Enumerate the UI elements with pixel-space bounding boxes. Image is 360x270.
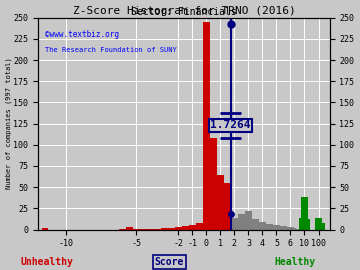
Bar [175,227,182,230]
Bar [301,197,308,230]
Bar [296,229,302,230]
Bar [273,225,280,229]
Bar [245,211,252,230]
Bar [168,228,175,230]
Bar [319,223,325,230]
Text: ©www.textbiz.org: ©www.textbiz.org [45,31,120,39]
Bar [300,218,306,230]
Bar [203,22,210,230]
Text: Score: Score [154,257,184,267]
Bar [161,228,168,230]
Title: Z-Score Histogram for TRNO (2016): Z-Score Histogram for TRNO (2016) [73,6,295,16]
Bar [303,219,310,230]
Text: 1.7264: 1.7264 [210,120,251,130]
Bar [294,229,301,230]
Bar [42,228,49,230]
Bar [224,183,231,230]
Bar [292,229,299,230]
Bar [196,223,203,230]
Bar [266,224,273,229]
Bar [289,228,296,230]
Bar [238,214,245,230]
Bar [189,225,195,229]
Bar [217,175,224,230]
Bar [182,226,189,230]
Bar [280,226,287,230]
Bar [231,218,238,230]
Bar [291,229,297,230]
Text: The Research Foundation of SUNY: The Research Foundation of SUNY [45,47,177,53]
Bar [287,227,294,230]
Y-axis label: Number of companies (997 total): Number of companies (997 total) [5,58,12,190]
Bar [315,218,322,230]
Bar [210,138,217,230]
Text: Unhealthy: Unhealthy [21,257,73,267]
Bar [147,229,154,230]
Text: Sector: Financials: Sector: Financials [131,7,237,17]
Bar [133,229,140,230]
Bar [154,229,161,230]
Bar [252,219,259,230]
Bar [259,222,266,230]
Bar [140,229,147,230]
Text: Healthy: Healthy [275,257,316,267]
Bar [126,227,132,230]
Bar [119,229,126,230]
Bar [298,229,304,230]
